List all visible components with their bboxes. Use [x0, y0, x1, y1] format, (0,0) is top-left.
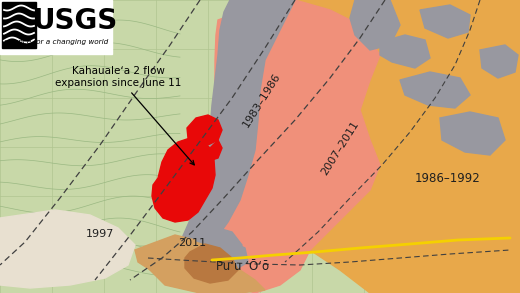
Polygon shape — [152, 138, 215, 222]
Polygon shape — [420, 5, 470, 38]
Text: Puʻu ʻŌʻō: Puʻu ʻŌʻō — [216, 260, 269, 273]
Polygon shape — [290, 0, 520, 293]
Polygon shape — [210, 140, 222, 160]
Polygon shape — [350, 0, 400, 50]
Polygon shape — [210, 0, 380, 293]
Polygon shape — [480, 45, 518, 78]
Text: USGS: USGS — [32, 7, 118, 35]
Text: 2011: 2011 — [178, 238, 206, 248]
Polygon shape — [0, 210, 135, 288]
Polygon shape — [178, 0, 295, 270]
Text: Kahaualeʻa 2 flow
expansion since June 11: Kahaualeʻa 2 flow expansion since June 1… — [55, 67, 194, 165]
Polygon shape — [203, 228, 242, 262]
Polygon shape — [148, 238, 265, 293]
Text: 2007–2011: 2007–2011 — [319, 119, 361, 177]
Text: 1983–1986: 1983–1986 — [241, 71, 283, 129]
Polygon shape — [135, 235, 200, 275]
Bar — [0, 0, 112, 54]
Polygon shape — [210, 240, 248, 270]
Polygon shape — [185, 244, 238, 283]
Bar — [2, 2, 36, 48]
Text: 1997: 1997 — [86, 229, 114, 239]
Text: 1986–1992: 1986–1992 — [415, 171, 481, 185]
Polygon shape — [360, 0, 520, 15]
Polygon shape — [400, 72, 470, 108]
Polygon shape — [440, 112, 505, 155]
Polygon shape — [187, 115, 222, 145]
Polygon shape — [380, 35, 430, 68]
Text: science for a changing world: science for a changing world — [4, 39, 108, 45]
